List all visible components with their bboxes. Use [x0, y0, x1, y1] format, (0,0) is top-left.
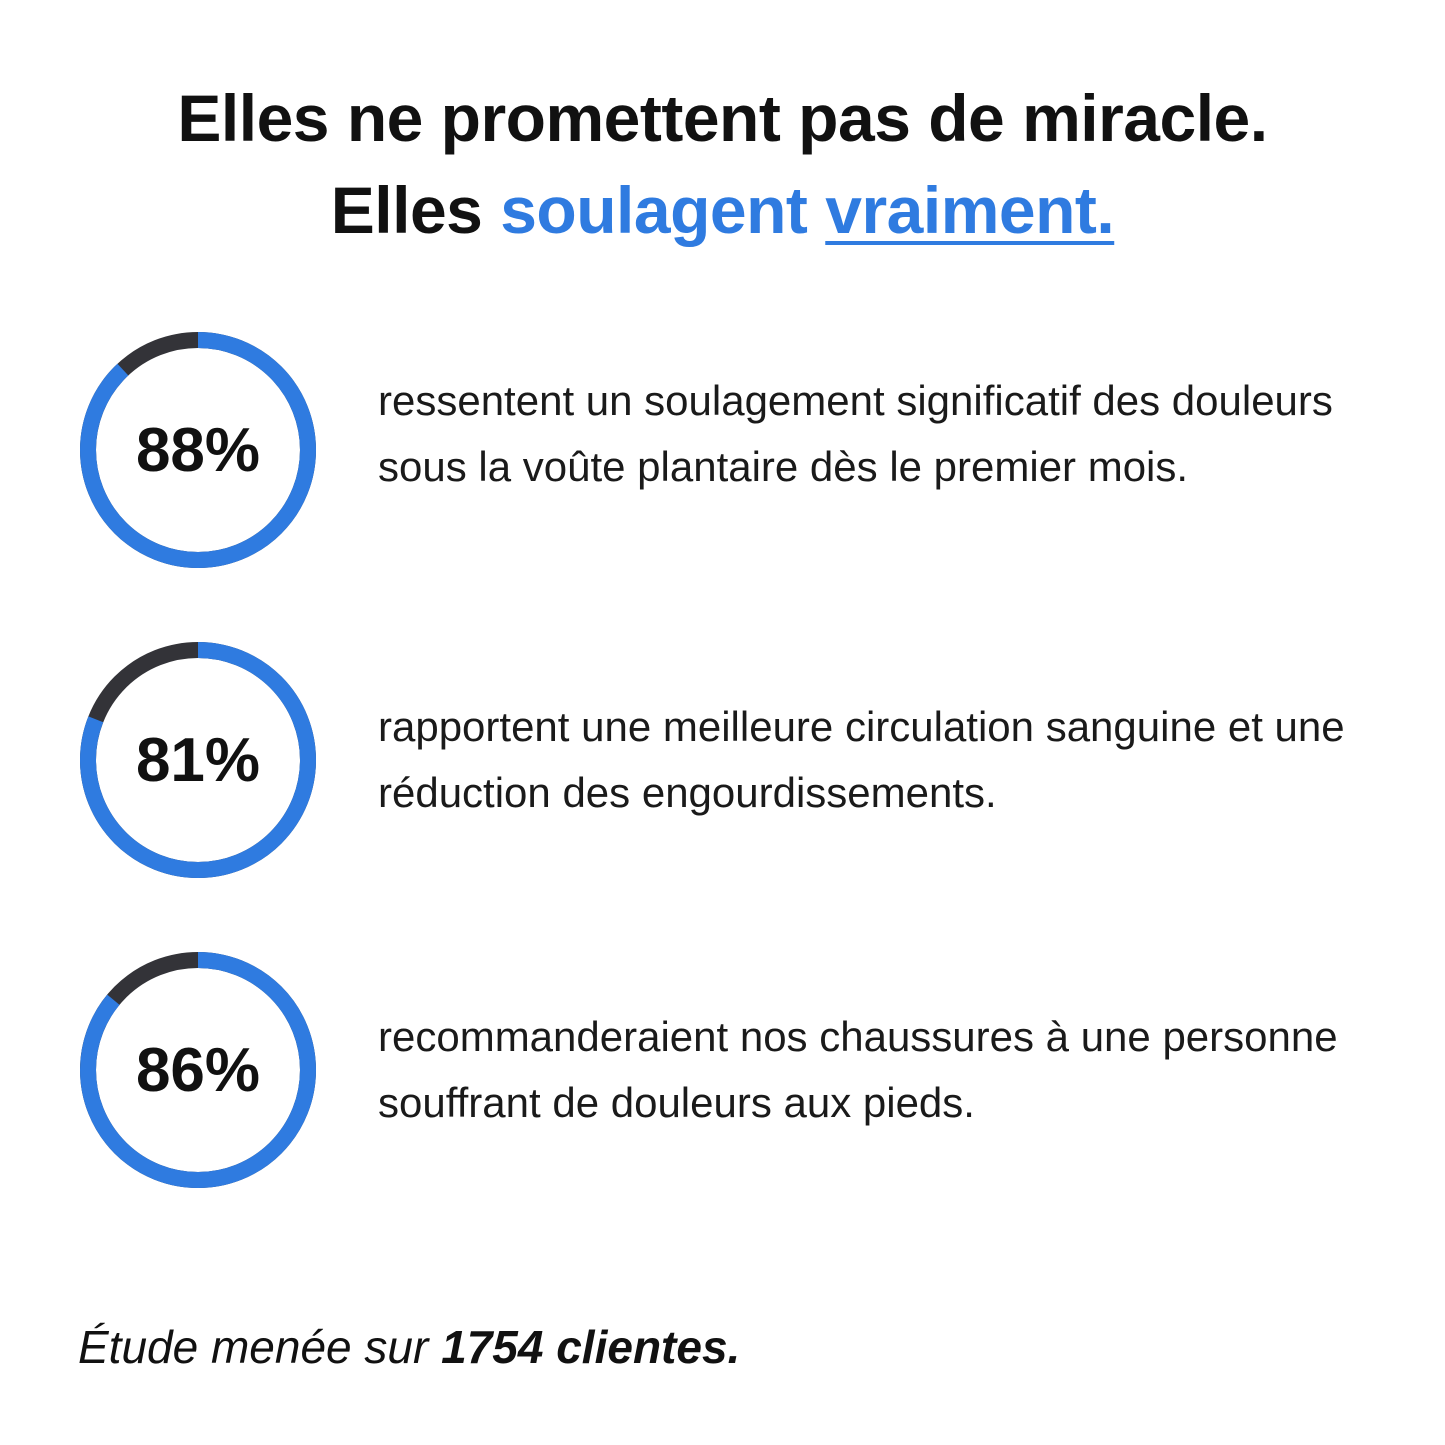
headline-line-1: Elles ne promettent pas de miracle.: [177, 81, 1268, 155]
study-footnote: Étude menée sur 1754 clientes.: [78, 1320, 740, 1374]
headline-line-2: Elles soulagent vraiment.: [0, 164, 1445, 256]
stat-description-1: ressentent un soulagement significatif d…: [378, 377, 1333, 490]
headline: Elles ne promettent pas de miracle. Elle…: [0, 72, 1445, 256]
stat-description-2: rapportent une meilleure circulation san…: [378, 703, 1345, 816]
stat-item-2: 81% rapportent une meilleure circulation…: [78, 640, 1398, 880]
ring-fill-2: [80, 642, 316, 878]
ring-fill-3: [80, 952, 316, 1188]
footnote-prefix: Étude menée sur: [78, 1321, 429, 1373]
progress-ring-svg-1: [80, 332, 316, 568]
ring-fill-1: [80, 332, 316, 568]
stat-description-3: recommanderaient nos chaussures à une pe…: [378, 1013, 1338, 1126]
stat-item-1: 88% ressentent un soulagement significat…: [78, 330, 1398, 570]
headline-line-2-prefix: Elles: [330, 173, 483, 247]
headline-accent-word: soulagent: [500, 173, 808, 247]
stat-item-3: 86% recommanderaient nos chaussures à un…: [78, 950, 1398, 1190]
percent-label-1: 88%: [135, 415, 261, 485]
progress-ring-svg-2: [80, 642, 316, 878]
progress-ring-3: 86%: [78, 950, 318, 1190]
progress-ring-1: 88%: [78, 330, 318, 570]
percent-label-2: 81%: [135, 725, 261, 795]
footnote-emphasis: 1754 clientes.: [441, 1321, 741, 1373]
progress-ring-svg-3: [80, 952, 316, 1188]
headline-underlined-word: vraiment.: [825, 173, 1115, 247]
percent-label-3: 86%: [135, 1035, 261, 1105]
progress-ring-2: 81%: [78, 640, 318, 880]
